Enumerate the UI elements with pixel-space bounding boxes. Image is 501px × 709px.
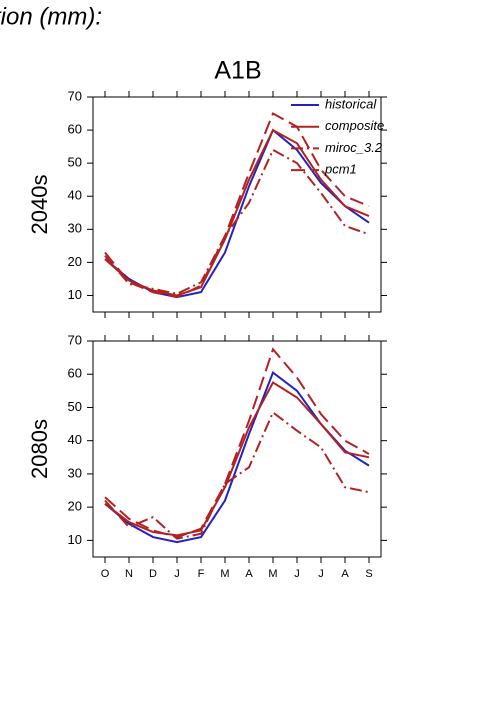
x-tick-label: O — [101, 568, 110, 580]
series-line — [104, 381, 370, 537]
x-tick-label: N — [125, 568, 133, 580]
series-line — [104, 148, 370, 295]
y-tick-label: 30 — [68, 221, 82, 236]
x-tick-label: A — [245, 568, 253, 580]
series-line — [104, 128, 370, 297]
y-tick-label: 40 — [68, 432, 82, 447]
plot-frame — [92, 96, 382, 313]
legend-label: composite — [325, 118, 384, 133]
chart-title: A1B — [214, 57, 261, 85]
x-tick-label: J — [318, 568, 324, 580]
x-tick-label: J — [294, 568, 300, 580]
y-label: 2080s — [27, 419, 52, 479]
x-tick-label: M — [220, 568, 229, 580]
y-tick-label: 20 — [68, 254, 82, 269]
legend-label: miroc_3.2 — [325, 140, 383, 155]
y-tick-label: 50 — [68, 399, 82, 414]
y-label: 2040s — [27, 175, 52, 235]
y-tick-label: 10 — [68, 287, 82, 302]
y-tick-label: 60 — [68, 122, 82, 137]
series-line — [104, 112, 370, 299]
series-line — [104, 410, 370, 540]
x-tick-label: M — [268, 568, 277, 580]
heading: tion (mm): — [0, 3, 102, 30]
y-tick-label: 30 — [68, 465, 82, 480]
y-tick-label: 70 — [68, 88, 82, 103]
x-tick-label: F — [198, 568, 205, 580]
legend-label: historical — [325, 96, 377, 111]
y-tick-label: 50 — [68, 155, 82, 170]
x-tick-label: D — [149, 568, 157, 580]
plot-frame — [92, 340, 382, 558]
y-tick-label: 20 — [68, 499, 82, 514]
legend-label: pcm1 — [324, 162, 357, 177]
y-tick-label: 70 — [68, 332, 82, 347]
x-tick-label: J — [174, 568, 180, 580]
series-line — [104, 347, 370, 539]
y-tick-label: 40 — [68, 188, 82, 203]
y-tick-label: 10 — [68, 532, 82, 547]
x-tick-label: A — [341, 568, 349, 580]
series-line — [104, 128, 370, 299]
x-tick-label: S — [365, 568, 372, 580]
y-tick-label: 60 — [68, 366, 82, 381]
